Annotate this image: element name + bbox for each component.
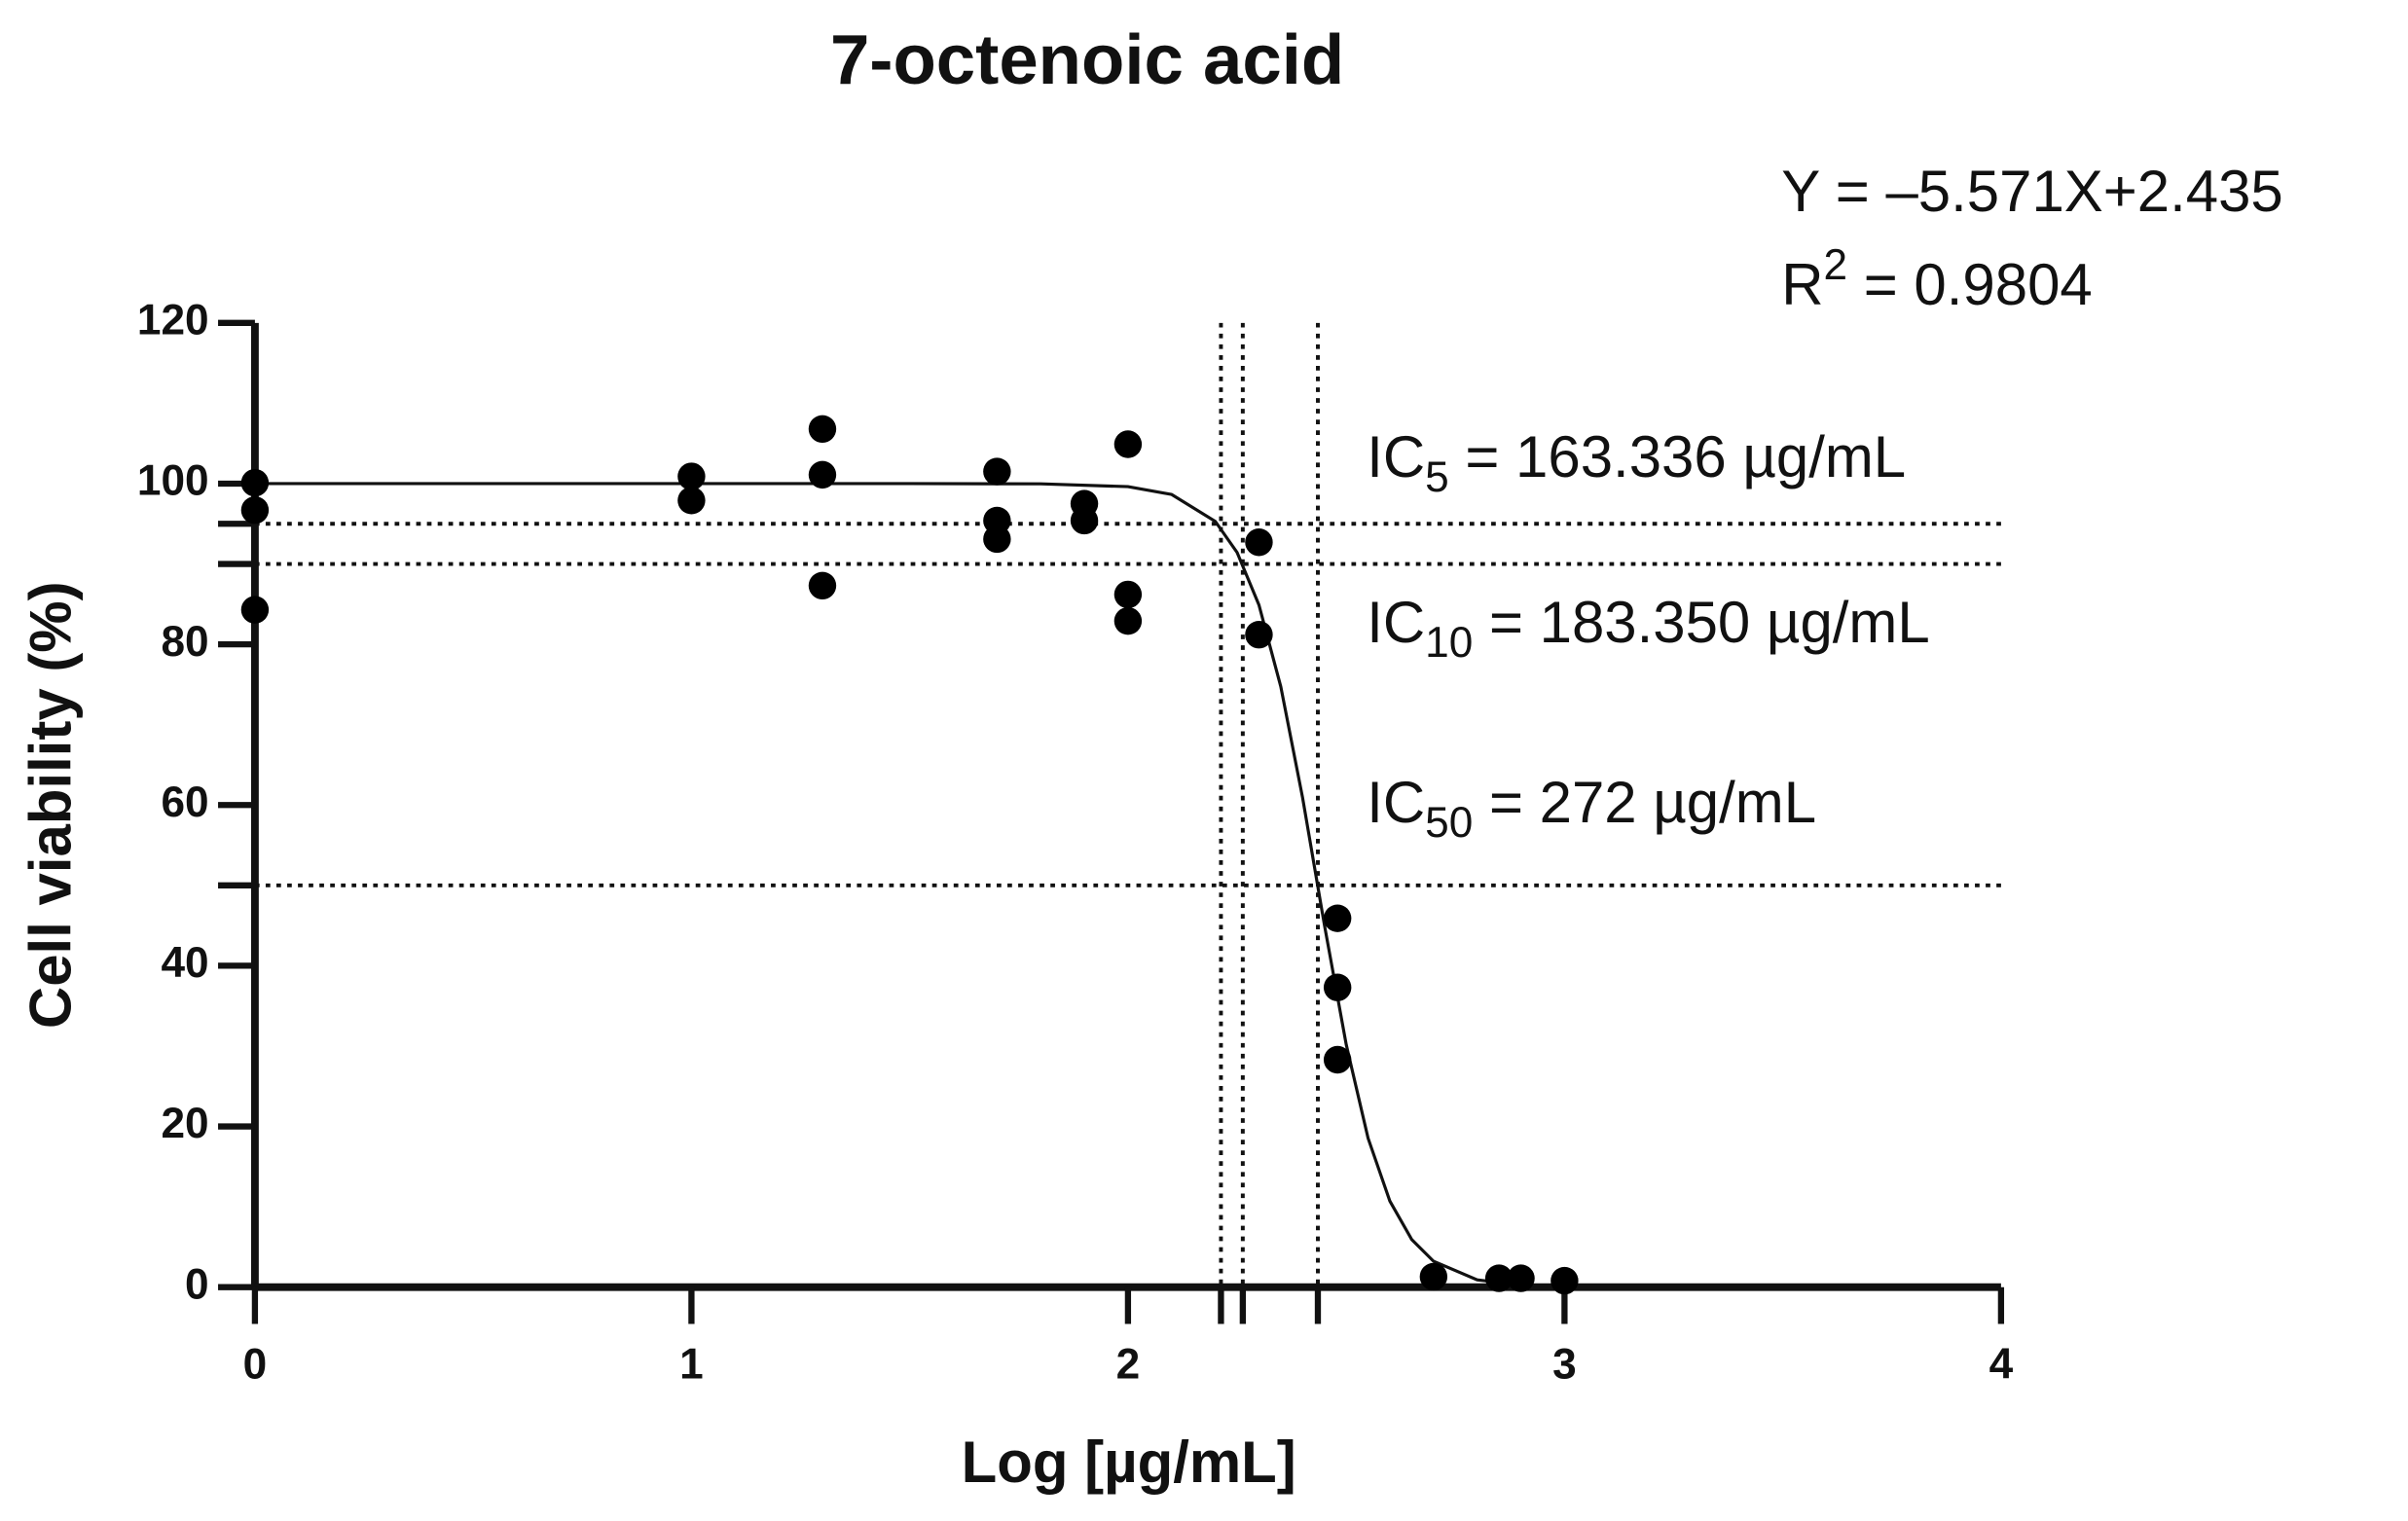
data-point [677, 487, 706, 515]
annotation-part: 5 [1425, 453, 1449, 500]
data-point [1484, 1264, 1514, 1292]
annotation-part: = 163.336 µg/mL [1449, 424, 1906, 489]
chart-title: 7-octenoic acid [830, 20, 1344, 99]
annotation: IC10 = 183.350 µg/mL [1367, 590, 1929, 667]
data-point [1245, 528, 1273, 557]
data-point [1419, 1262, 1448, 1291]
data-point [808, 415, 837, 444]
data-point [983, 525, 1011, 554]
annotation-part: R [1781, 252, 1823, 317]
annotation-part: = 183.350 µg/mL [1473, 590, 1929, 655]
data-point [1323, 1045, 1352, 1074]
x-tick-label: 4 [1989, 1340, 2014, 1388]
y-tick-label: 20 [161, 1100, 208, 1147]
annotation-part: IC [1367, 590, 1425, 655]
y-axis-label: Cell viability (%) [18, 581, 84, 1029]
data-point [240, 496, 270, 525]
annotation: Y = –5.571X+2.435 [1781, 159, 2283, 224]
annotation-part: 2 [1824, 241, 1848, 289]
y-tick-label: 60 [161, 779, 208, 826]
y-tick-label: 80 [161, 618, 208, 666]
annotation-part: Y = –5.571X+2.435 [1781, 159, 2283, 224]
fit-curve [254, 482, 1565, 1288]
annotation-part: IC [1367, 424, 1425, 489]
data-point [808, 460, 837, 489]
annotation-part: IC [1367, 770, 1425, 835]
x-tick-label: 3 [1552, 1340, 1577, 1388]
data-point [1323, 904, 1352, 932]
x-axis-label: Log [µg/mL] [962, 1430, 1296, 1495]
annotation: R2 = 0.9804 [1781, 241, 2093, 317]
data-point [1507, 1264, 1535, 1292]
y-tick-label: 120 [137, 296, 209, 344]
x-tick-label: 0 [243, 1340, 268, 1388]
y-tick-label: 40 [161, 939, 208, 987]
data-point [1113, 430, 1143, 458]
annotation: IC5 = 163.336 µg/mL [1367, 424, 1906, 501]
x-tick-label: 2 [1116, 1340, 1141, 1388]
y-tick-label: 100 [137, 457, 209, 505]
annotation-part: = 0.9804 [1847, 252, 2093, 317]
annotation: IC50 = 272 µg/mL [1367, 770, 1816, 847]
annotation-part: = 272 µg/mL [1473, 770, 1816, 835]
data-point [240, 596, 270, 624]
annotation-part: 10 [1425, 619, 1473, 667]
data-point [1551, 1266, 1579, 1295]
data-point [1245, 621, 1273, 649]
annotation-part: 50 [1425, 798, 1473, 846]
data-point [983, 457, 1011, 486]
data-point [1113, 580, 1143, 609]
y-tick-label: 0 [185, 1260, 209, 1308]
x-tick-label: 1 [679, 1340, 704, 1388]
data-point [240, 468, 270, 497]
data-point [1070, 506, 1099, 535]
data-point [677, 462, 706, 490]
data-point [1323, 973, 1352, 1001]
data-point [808, 571, 837, 600]
data-point [1113, 606, 1143, 635]
